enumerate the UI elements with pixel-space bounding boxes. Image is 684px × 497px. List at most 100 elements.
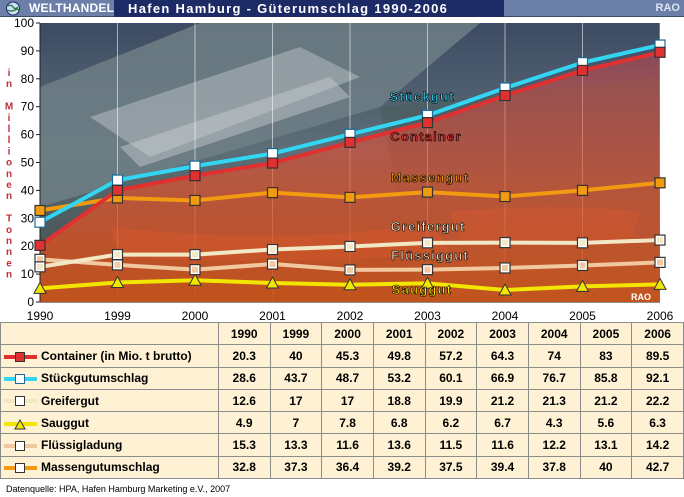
series-label-stueckgut: Stückgut: [389, 89, 454, 104]
table-cell: 36.4: [321, 455, 374, 480]
table-cell: 21.2: [476, 388, 529, 413]
marker-massengut-2001: [266, 187, 279, 199]
row-label-text: Flüssigladung: [41, 438, 123, 453]
marker-sauggut-1999: [110, 275, 125, 288]
y-label-letter: M: [5, 102, 13, 113]
y-label-letter: l: [8, 124, 11, 135]
marker-greifergut-2001-fill: [269, 246, 276, 253]
table-cell: 4.3: [527, 411, 581, 435]
row-label-text: Container (in Mio. t brutto): [41, 348, 192, 363]
table-cell: 89.5: [631, 344, 684, 368]
y-tick-label-0: 0: [27, 295, 34, 309]
x-tick-label-2004: 2004: [492, 309, 519, 322]
series-markers: [33, 39, 667, 296]
table-cell: 42.7: [631, 455, 684, 480]
y-label-letter: e: [6, 258, 12, 269]
marker-fluessiggut-2000-fill: [192, 266, 198, 273]
marker-fluessiggut-2004-fill: [502, 264, 508, 271]
table-cell: 37.3: [269, 455, 323, 480]
source-note: Datenquelle: HPA, Hafen Hamburg Marketin…: [6, 484, 231, 494]
legend-triangle-icon: [14, 418, 26, 430]
row-label-text: Massengutumschlag: [41, 460, 160, 475]
marker-fluessiggut-2003-fill: [424, 266, 431, 273]
table-cell: 49.8: [372, 344, 426, 368]
y-tick-label-30: 30: [21, 211, 35, 225]
marker-massengut-1990: [34, 204, 46, 217]
table-cell: 53.2: [372, 366, 426, 390]
row-label: Container (in Mio. t brutto): [0, 344, 219, 368]
marker-greifergut-1999-fill: [114, 251, 121, 258]
row-label-text: Stückgutumschlag: [41, 371, 149, 386]
marker-container-1999: [111, 184, 124, 196]
legend-marker-icon: [15, 440, 25, 451]
table-cell: 60.1: [424, 366, 478, 390]
y-tick-label-60: 60: [21, 128, 35, 142]
marker-greifergut-2005-fill: [579, 239, 586, 246]
y-label-letter: n: [6, 247, 12, 258]
y-label-letter: n: [6, 169, 12, 180]
row-label: Greifergut: [0, 388, 219, 413]
y-tick-label-20: 20: [21, 239, 35, 253]
table-cell: 66.9: [476, 366, 529, 390]
table-cell: 6.3: [631, 411, 684, 435]
marker-sauggut-1990: [33, 281, 47, 294]
table-header-2003: 2003: [476, 321, 529, 346]
table-row: Greifergut 12.6 17 17 18.8 19.9 21.2 21.3 21.2 22…: [0, 388, 684, 413]
marker-greifergut-2000-fill: [192, 251, 198, 258]
marker-sauggut-2000: [188, 273, 202, 286]
y-label-letter: o: [6, 158, 12, 169]
table-cell: 76.7: [527, 366, 581, 390]
marker-stueckgut-1990: [34, 216, 46, 228]
legend-marker-icon: [15, 351, 25, 362]
series-label-massengut: Massengut: [391, 170, 470, 185]
brand-label: WELTHANDEL: [29, 1, 115, 15]
y-tick-label-50: 50: [21, 156, 35, 170]
legend-marker-icon: [15, 463, 25, 474]
marker-stueckgut-2001: [266, 147, 279, 160]
legend-swatch-icon: [4, 463, 37, 474]
marker-sauggut-2003: [420, 276, 435, 289]
table-cell: 13.1: [579, 433, 633, 457]
table-header-1990: 1990: [217, 321, 271, 346]
table-cell: 13.3: [269, 433, 323, 457]
marker-greifergut-2004-fill: [502, 239, 508, 246]
table-cell: 48.7: [321, 366, 374, 390]
table-cell: 14.2: [631, 433, 684, 457]
table-header-2006: 2006: [631, 321, 684, 346]
row-label-text: Greifergut: [41, 393, 100, 408]
table-corner: [0, 321, 219, 346]
table-cell: 12.2: [527, 433, 581, 457]
table-header-2005: 2005: [579, 321, 633, 346]
marker-fluessiggut-1999-fill: [114, 261, 121, 268]
y-tick-label-90: 90: [21, 44, 35, 58]
series-label-sauggut: Sauggut: [392, 282, 452, 297]
marker-greifergut-2003-fill: [424, 239, 431, 246]
marker-massengut-2000: [189, 194, 201, 207]
marker-sauggut-2004: [498, 282, 512, 296]
x-tick-label-1990: 1990: [27, 309, 54, 322]
y-tick-label-40: 40: [21, 183, 35, 197]
marker-container-2000: [189, 170, 201, 182]
table-cell: 6.2: [424, 411, 478, 435]
x-tick-label-2003: 2003: [414, 309, 441, 322]
series-label-fluessiggut: Flüssiggut: [391, 248, 469, 263]
x-tick-label-2001: 2001: [259, 309, 286, 322]
table-cell: 45.3: [321, 344, 374, 368]
y-label-letter: o: [6, 225, 12, 236]
row-label-text: Sauggut: [41, 415, 89, 430]
publisher-logo: RAO: [655, 2, 680, 14]
legend-swatch-icon: [4, 351, 37, 362]
table-cell: 11.6: [476, 433, 529, 457]
table-cell: 12.6: [217, 388, 271, 413]
table-row: Flüssigladung 15.3 13.3 11.6 13.6 11.5 11.6 12.…: [0, 433, 684, 457]
legend-swatch-icon: [4, 418, 37, 430]
chart-title: Hafen Hamburg - Güterumschlag 1990-2006: [114, 0, 504, 17]
table-cell: 28.6: [217, 366, 271, 390]
x-tick-label-2002: 2002: [337, 309, 364, 322]
globe-icon: [6, 1, 20, 16]
table-cell: 17: [321, 388, 374, 413]
table-header-2001: 2001: [372, 321, 426, 346]
table-cell: 37.8: [527, 455, 581, 480]
marker-container-2003: [421, 117, 434, 129]
table-cell: 7: [269, 411, 323, 435]
